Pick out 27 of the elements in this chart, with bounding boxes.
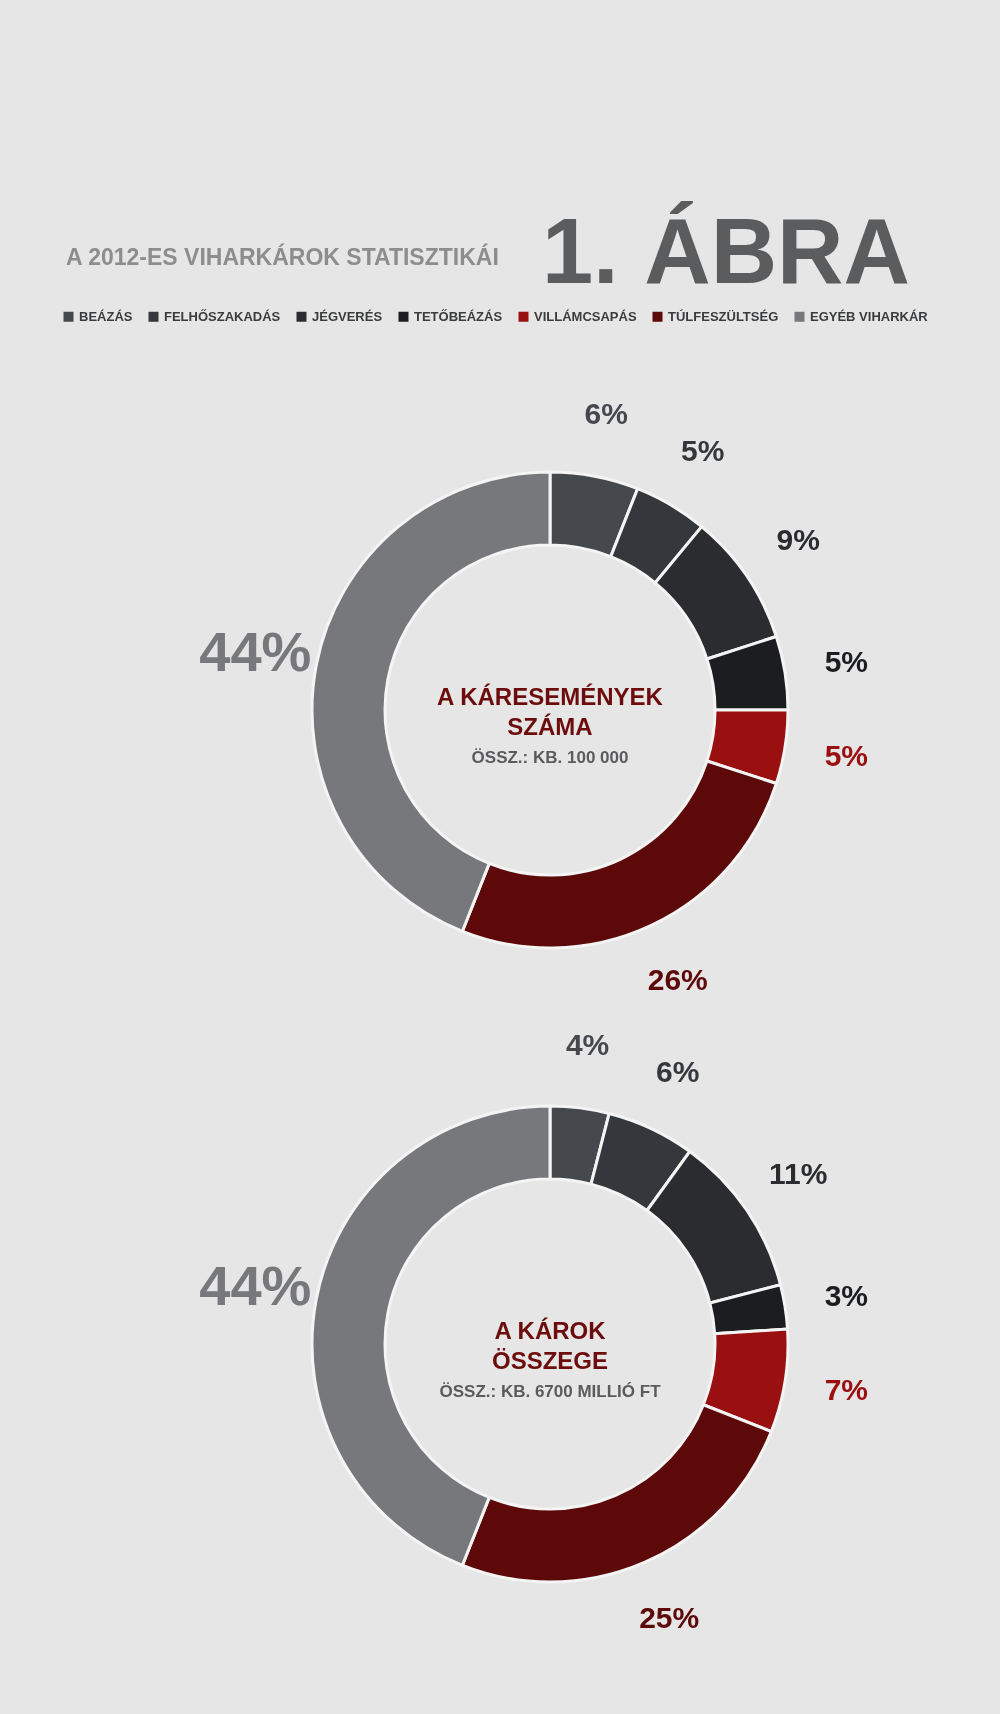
data-label: 9% (776, 523, 820, 557)
data-label: 6% (656, 1054, 700, 1088)
data-label: 5% (824, 645, 868, 679)
legend-label: TETŐBEÁZÁS (414, 308, 503, 324)
data-label: 5% (681, 433, 725, 467)
legend-label: JÉGVERÉS (312, 308, 383, 324)
data-label: 44% (199, 1253, 312, 1317)
data-label: 4% (565, 1028, 610, 1062)
data-label: 3% (824, 1279, 868, 1313)
data-label: 25% (639, 1601, 700, 1635)
legend-label: BEÁZÁS (79, 308, 133, 324)
text: ÖSSZ.: KB. 6700 MILLIÓ FT (439, 1382, 662, 1401)
data-label: 11% (768, 1157, 828, 1191)
data-label: 26% (647, 963, 708, 997)
data-label: 44% (199, 619, 312, 683)
text: A 2012-ES VIHARKÁROK STATISZTIKÁI (66, 243, 499, 270)
legend-label: FELHŐSZAKADÁS (164, 308, 281, 324)
text: A KÁRESEMÉNYEK SZÁMA (437, 683, 664, 740)
data-label: 7% (824, 1372, 868, 1406)
text: A KÁROK ÖSSZEGE (491, 1317, 609, 1374)
text: 1. ÁBRA (541, 200, 910, 302)
legend-label: EGYÉB VIHARKÁR (810, 308, 929, 324)
legend-label: VILLÁMCSAPÁS (534, 308, 637, 324)
text: ÖSSZ.: KB. 100 000 (471, 748, 629, 767)
legend-label: TÚLFESZÜLTSÉG (668, 308, 779, 324)
data-label: 5% (824, 738, 868, 772)
data-label: 6% (584, 397, 628, 431)
